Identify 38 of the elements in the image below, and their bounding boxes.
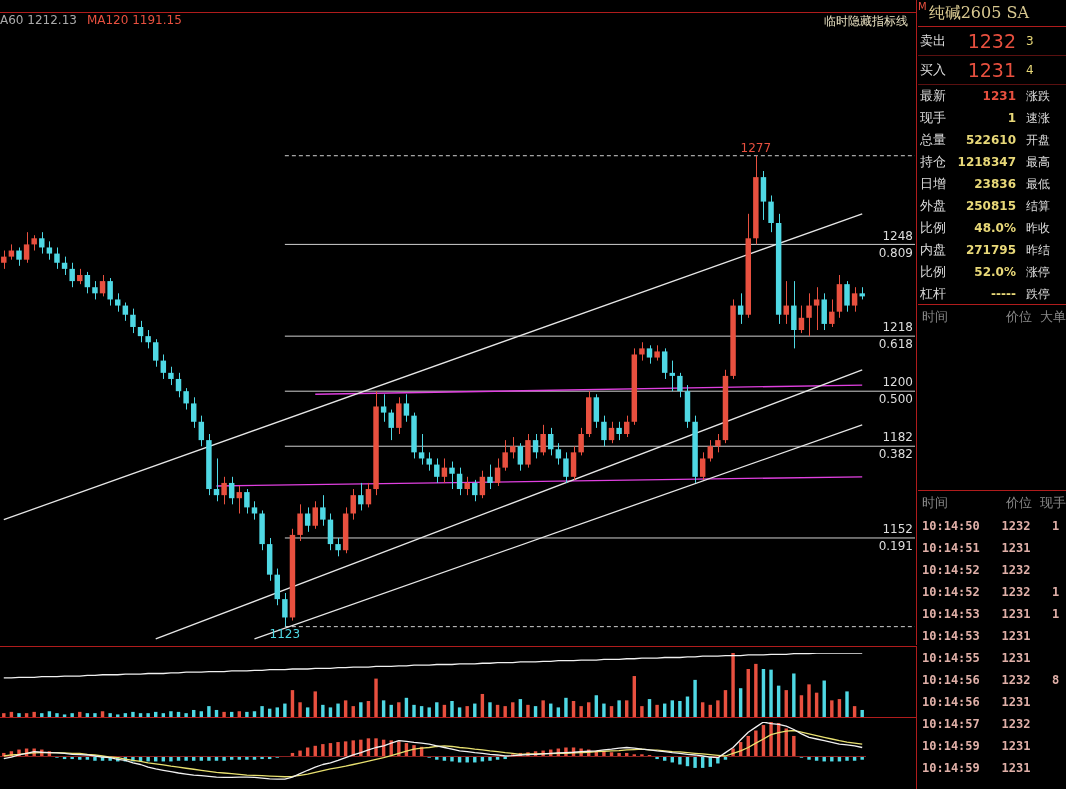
text: 杠杆 ----- 跌停: [920, 286, 1050, 301]
text: 10:14:53 1231 1: [921, 606, 1061, 623]
text: 比例 52.0% 涨停: [920, 264, 1050, 279]
ref-line-label: 1152 0.191: [878, 522, 913, 554]
text: 总量 522610 开盘: [920, 132, 1050, 147]
text: 时间 价位 现手: [922, 495, 1066, 510]
text: 卖出 1232 3: [920, 30, 1034, 52]
annotation: 1123: [269, 626, 301, 641]
annotation: 1277: [740, 140, 772, 155]
ref-line-label: 1218 0.618: [878, 320, 913, 352]
text: 10:14:55 1231: [921, 650, 1032, 667]
text: 10:14:51 1231: [921, 540, 1032, 557]
annotation: MA120 1191.15: [86, 13, 182, 29]
text: 买入 1231 4: [920, 59, 1034, 81]
text: 纯碱2605 SA: [928, 3, 1029, 22]
ref-line-label: 1200 0.500: [878, 375, 913, 407]
text: 10:14:59 1231: [921, 760, 1032, 777]
text: 10:14:57 1232: [921, 716, 1032, 733]
text: 内盘 271795 昨结: [920, 242, 1050, 257]
text: 10:14:56 1231: [921, 694, 1032, 711]
text: 10:14:53 1231: [921, 628, 1032, 645]
text: 比例 48.0% 昨收: [920, 220, 1050, 235]
text: 10:14:56 1232 8: [921, 672, 1061, 689]
text: 日增 23836 最低: [920, 176, 1050, 191]
text: 10:14:50 1232 1: [921, 518, 1061, 535]
text: 10:14:52 1232 1: [921, 584, 1061, 601]
text: 10:14:52 1232: [921, 562, 1032, 579]
text: 时间 价位 大单: [922, 309, 1066, 324]
ref-line-label: 1248 0.809: [878, 228, 913, 260]
text: 10:14:59 1231: [921, 738, 1032, 755]
text: 外盘 250815 结算: [920, 198, 1050, 213]
annotation: A60 1212.13: [0, 13, 77, 29]
text: 现手 1 速涨: [920, 110, 1050, 125]
text: 最新 1231 涨跌: [920, 88, 1050, 103]
text: M: [918, 1, 927, 12]
annotation: 临时隐藏指标线: [824, 13, 908, 30]
text: 持仓 1218347 最高: [919, 153, 1050, 171]
ref-line-label: 1182 0.382: [878, 430, 913, 462]
